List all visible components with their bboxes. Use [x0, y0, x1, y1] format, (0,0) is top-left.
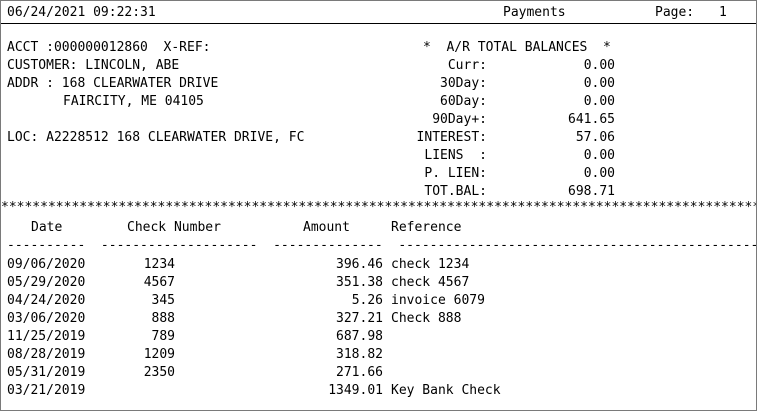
customer-line: CUSTOMER: LINCOLN, ABE — [7, 58, 180, 73]
check-number: 2350 — [143, 365, 175, 380]
payment-reference: check 1234 — [391, 257, 470, 272]
balance-label: 60Day: — [440, 94, 487, 109]
balance-value: 0.00 — [583, 76, 615, 91]
payment-amount: 351.38 — [336, 275, 383, 290]
balance-value: 0.00 — [583, 148, 615, 163]
balance-value: 0.00 — [583, 58, 615, 73]
payment-reference: Key Bank Check — [391, 383, 501, 398]
payment-date: 03/06/2020 — [7, 311, 86, 326]
payment-amount: 396.46 — [336, 257, 383, 272]
payment-amount: 5.26 — [351, 293, 383, 308]
column-header-check-number: Check Number — [127, 220, 221, 235]
page-label: Page: — [655, 5, 695, 20]
balance-label: LIENS : — [424, 148, 487, 163]
balance-value: 0.00 — [583, 166, 615, 181]
report-datetime: 06/24/2021 09:22:31 — [7, 5, 156, 20]
payment-amount: 687.98 — [336, 329, 383, 344]
balance-label: TOT.BAL: — [424, 184, 487, 199]
payment-date: 08/28/2019 — [7, 347, 86, 362]
payment-amount: 271.66 — [336, 365, 383, 380]
payment-amount: 318.82 — [336, 347, 383, 362]
check-number: 888 — [151, 311, 175, 326]
payment-reference: Check 888 — [391, 311, 462, 326]
balance-value: 641.65 — [568, 112, 615, 127]
page-number: 1 — [719, 5, 727, 20]
payment-date: 11/25/2019 — [7, 329, 86, 344]
check-number: 1209 — [143, 347, 175, 362]
balance-label: P. LIEN: — [424, 166, 487, 181]
payment-date: 09/06/2020 — [7, 257, 86, 272]
balance-label: Curr: — [447, 58, 487, 73]
check-number — [113, 382, 175, 400]
balance-value: 0.00 — [583, 94, 615, 109]
balance-label: INTEREST: — [416, 130, 487, 145]
balances-heading: * A/R TOTAL BALANCES * — [423, 40, 611, 55]
payment-reference: invoice 6079 — [391, 293, 485, 308]
payment-date: 05/29/2020 — [7, 275, 86, 290]
check-number: 4567 — [143, 275, 175, 290]
check-number: 789 — [151, 329, 175, 344]
payment-amount: 1349.01 — [328, 383, 383, 398]
account-line: ACCT :000000012860 X-REF: — [7, 40, 211, 55]
check-number: 345 — [151, 293, 175, 308]
address-line-1: ADDR : 168 CLEARWATER DRIVE — [7, 76, 219, 91]
balance-value: 698.71 — [568, 184, 615, 199]
payment-date: 05/31/2019 — [7, 365, 86, 380]
column-header-reference: Reference — [391, 220, 462, 235]
column-header-amount: Amount — [303, 220, 350, 235]
payment-date: 03/21/2019 — [7, 383, 86, 398]
balance-label: 90Day+: — [432, 112, 487, 127]
balance-value: 57.06 — [575, 130, 615, 145]
column-header-date: Date — [31, 220, 63, 235]
payment-date: 04/24/2020 — [7, 293, 86, 308]
star-separator: ****************************************… — [1, 200, 757, 215]
balance-label: 30Day: — [440, 76, 487, 91]
column-underline: ---------- -------------------- --------… — [7, 238, 756, 253]
header-divider — [1, 23, 756, 24]
check-number: 1234 — [143, 257, 175, 272]
report-title: Payments — [503, 5, 566, 20]
payment-reference: check 4567 — [391, 275, 470, 290]
address-line-2: FAIRCITY, ME 04105 — [63, 94, 204, 109]
payment-amount: 327.21 — [336, 311, 383, 326]
location-line: LOC: A2228512 168 CLEARWATER DRIVE, FC — [7, 130, 305, 145]
